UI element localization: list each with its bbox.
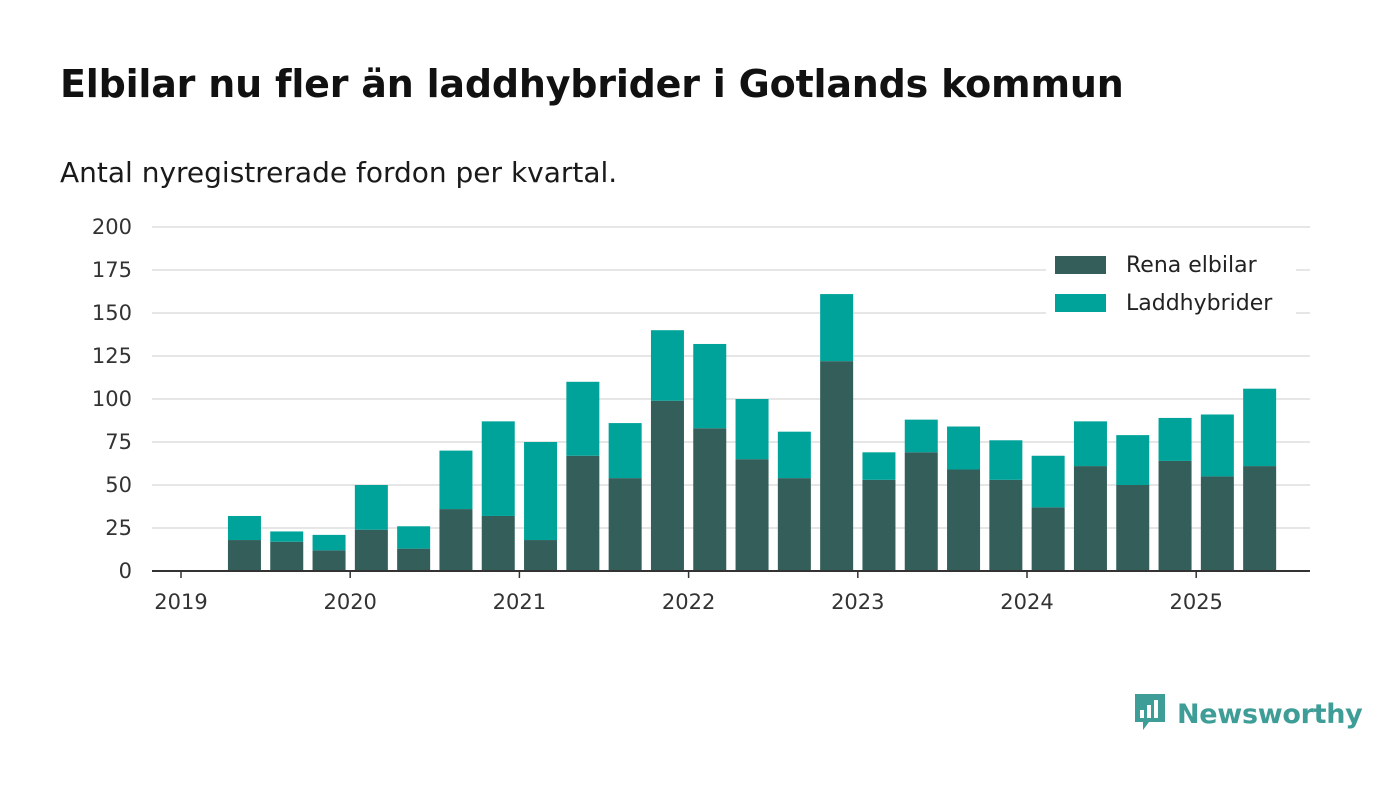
y-tick-label: 100: [92, 387, 132, 411]
bar-segment-hybrid: [1200, 414, 1234, 477]
bar-segment-electric: [862, 479, 896, 571]
bar-segment-electric: [693, 428, 727, 571]
x-tick-label: 2021: [493, 590, 546, 614]
bar-segment-hybrid: [693, 343, 727, 429]
bar-segment-hybrid: [397, 526, 431, 549]
bar-segment-electric: [354, 529, 388, 571]
bar-segment-hybrid: [270, 531, 304, 542]
bar-segment-hybrid: [947, 426, 981, 470]
legend-swatch: [1055, 294, 1106, 312]
legend: Rena elbilar Laddhybrider: [1046, 244, 1296, 324]
bar-segment-electric: [777, 478, 811, 571]
bar-segment-hybrid: [1116, 435, 1150, 485]
bar-segment-hybrid: [820, 294, 854, 362]
bar-segment-electric: [608, 478, 642, 571]
bar-segment-hybrid: [989, 440, 1023, 480]
bar-segment-electric: [566, 455, 600, 571]
bar-segment-electric: [1031, 507, 1065, 571]
x-tick-label: 2023: [831, 590, 884, 614]
y-tick-label: 25: [105, 516, 132, 540]
newsworthy-logo: Newsworthy: [1133, 692, 1363, 736]
bar-segment-hybrid: [227, 515, 261, 541]
bar-segment-electric: [1200, 476, 1234, 571]
bar-segment-electric: [947, 469, 981, 571]
bar-segment-hybrid: [312, 534, 346, 551]
x-tick-label: 2022: [662, 590, 715, 614]
bar-segment-electric: [904, 452, 938, 571]
bar-segment-hybrid: [1031, 455, 1065, 508]
bars: [227, 294, 1277, 571]
bar-segment-hybrid: [481, 421, 515, 516]
bar-segment-hybrid: [566, 381, 600, 456]
bar-segment-hybrid: [1243, 388, 1277, 467]
y-tick-label: 150: [92, 301, 132, 325]
bar-segment-electric: [1073, 466, 1107, 571]
bar-segment-electric: [227, 540, 261, 571]
x-tick-label: 2024: [1000, 590, 1053, 614]
bar-segment-electric: [989, 479, 1023, 571]
bar-segment-electric: [270, 541, 304, 571]
bar-segment-electric: [650, 400, 684, 571]
y-tick-label: 50: [105, 473, 132, 497]
bar-segment-hybrid: [439, 450, 473, 510]
bar-segment-electric: [524, 540, 558, 571]
axes: 0 25 50 75 100 125 150 175 200 2019 2020 2021 2022 20…: [92, 215, 1310, 614]
bar-chart-speech-bubble-icon: [1133, 692, 1167, 736]
bar-segment-hybrid: [608, 423, 642, 479]
legend-swatch: [1055, 256, 1106, 274]
x-tick-label: 2025: [1169, 590, 1222, 614]
bar-segment-hybrid: [354, 485, 388, 530]
bar-segment-electric: [1243, 466, 1277, 571]
chart-title: Elbilar nu fler än laddhybrider i Gotlan…: [60, 62, 1124, 106]
bar-segment-hybrid: [904, 419, 938, 453]
y-tick-label: 0: [119, 559, 132, 583]
bar-segment-hybrid: [650, 330, 684, 401]
bar-segment-hybrid: [1073, 421, 1107, 467]
bar-segment-electric: [312, 550, 346, 571]
y-tick-label: 75: [105, 430, 132, 454]
bar-segment-hybrid: [524, 442, 558, 541]
bar-segment-electric: [820, 361, 854, 571]
bar-segment-electric: [397, 548, 431, 571]
bar-segment-hybrid: [1158, 417, 1192, 461]
brand-name: Newsworthy: [1177, 698, 1363, 730]
bar-segment-hybrid: [735, 399, 769, 460]
legend-label: Rena elbilar: [1126, 253, 1258, 278]
chart-subtitle: Antal nyregistrerade fordon per kvartal.: [60, 156, 618, 189]
bar-segment-electric: [1158, 460, 1192, 571]
bar-segment-electric: [439, 509, 473, 571]
y-tick-label: 200: [92, 215, 132, 239]
bar-segment-electric: [481, 515, 515, 571]
bar-segment-electric: [1116, 485, 1150, 571]
y-tick-label: 125: [92, 344, 132, 368]
legend-label: Laddhybrider: [1126, 291, 1273, 316]
bar-segment-hybrid: [777, 431, 811, 479]
bar-segment-electric: [735, 459, 769, 571]
y-tick-label: 175: [92, 258, 132, 282]
x-tick-label: 2019: [154, 590, 207, 614]
x-tick-label: 2020: [323, 590, 376, 614]
bar-segment-hybrid: [862, 452, 896, 480]
